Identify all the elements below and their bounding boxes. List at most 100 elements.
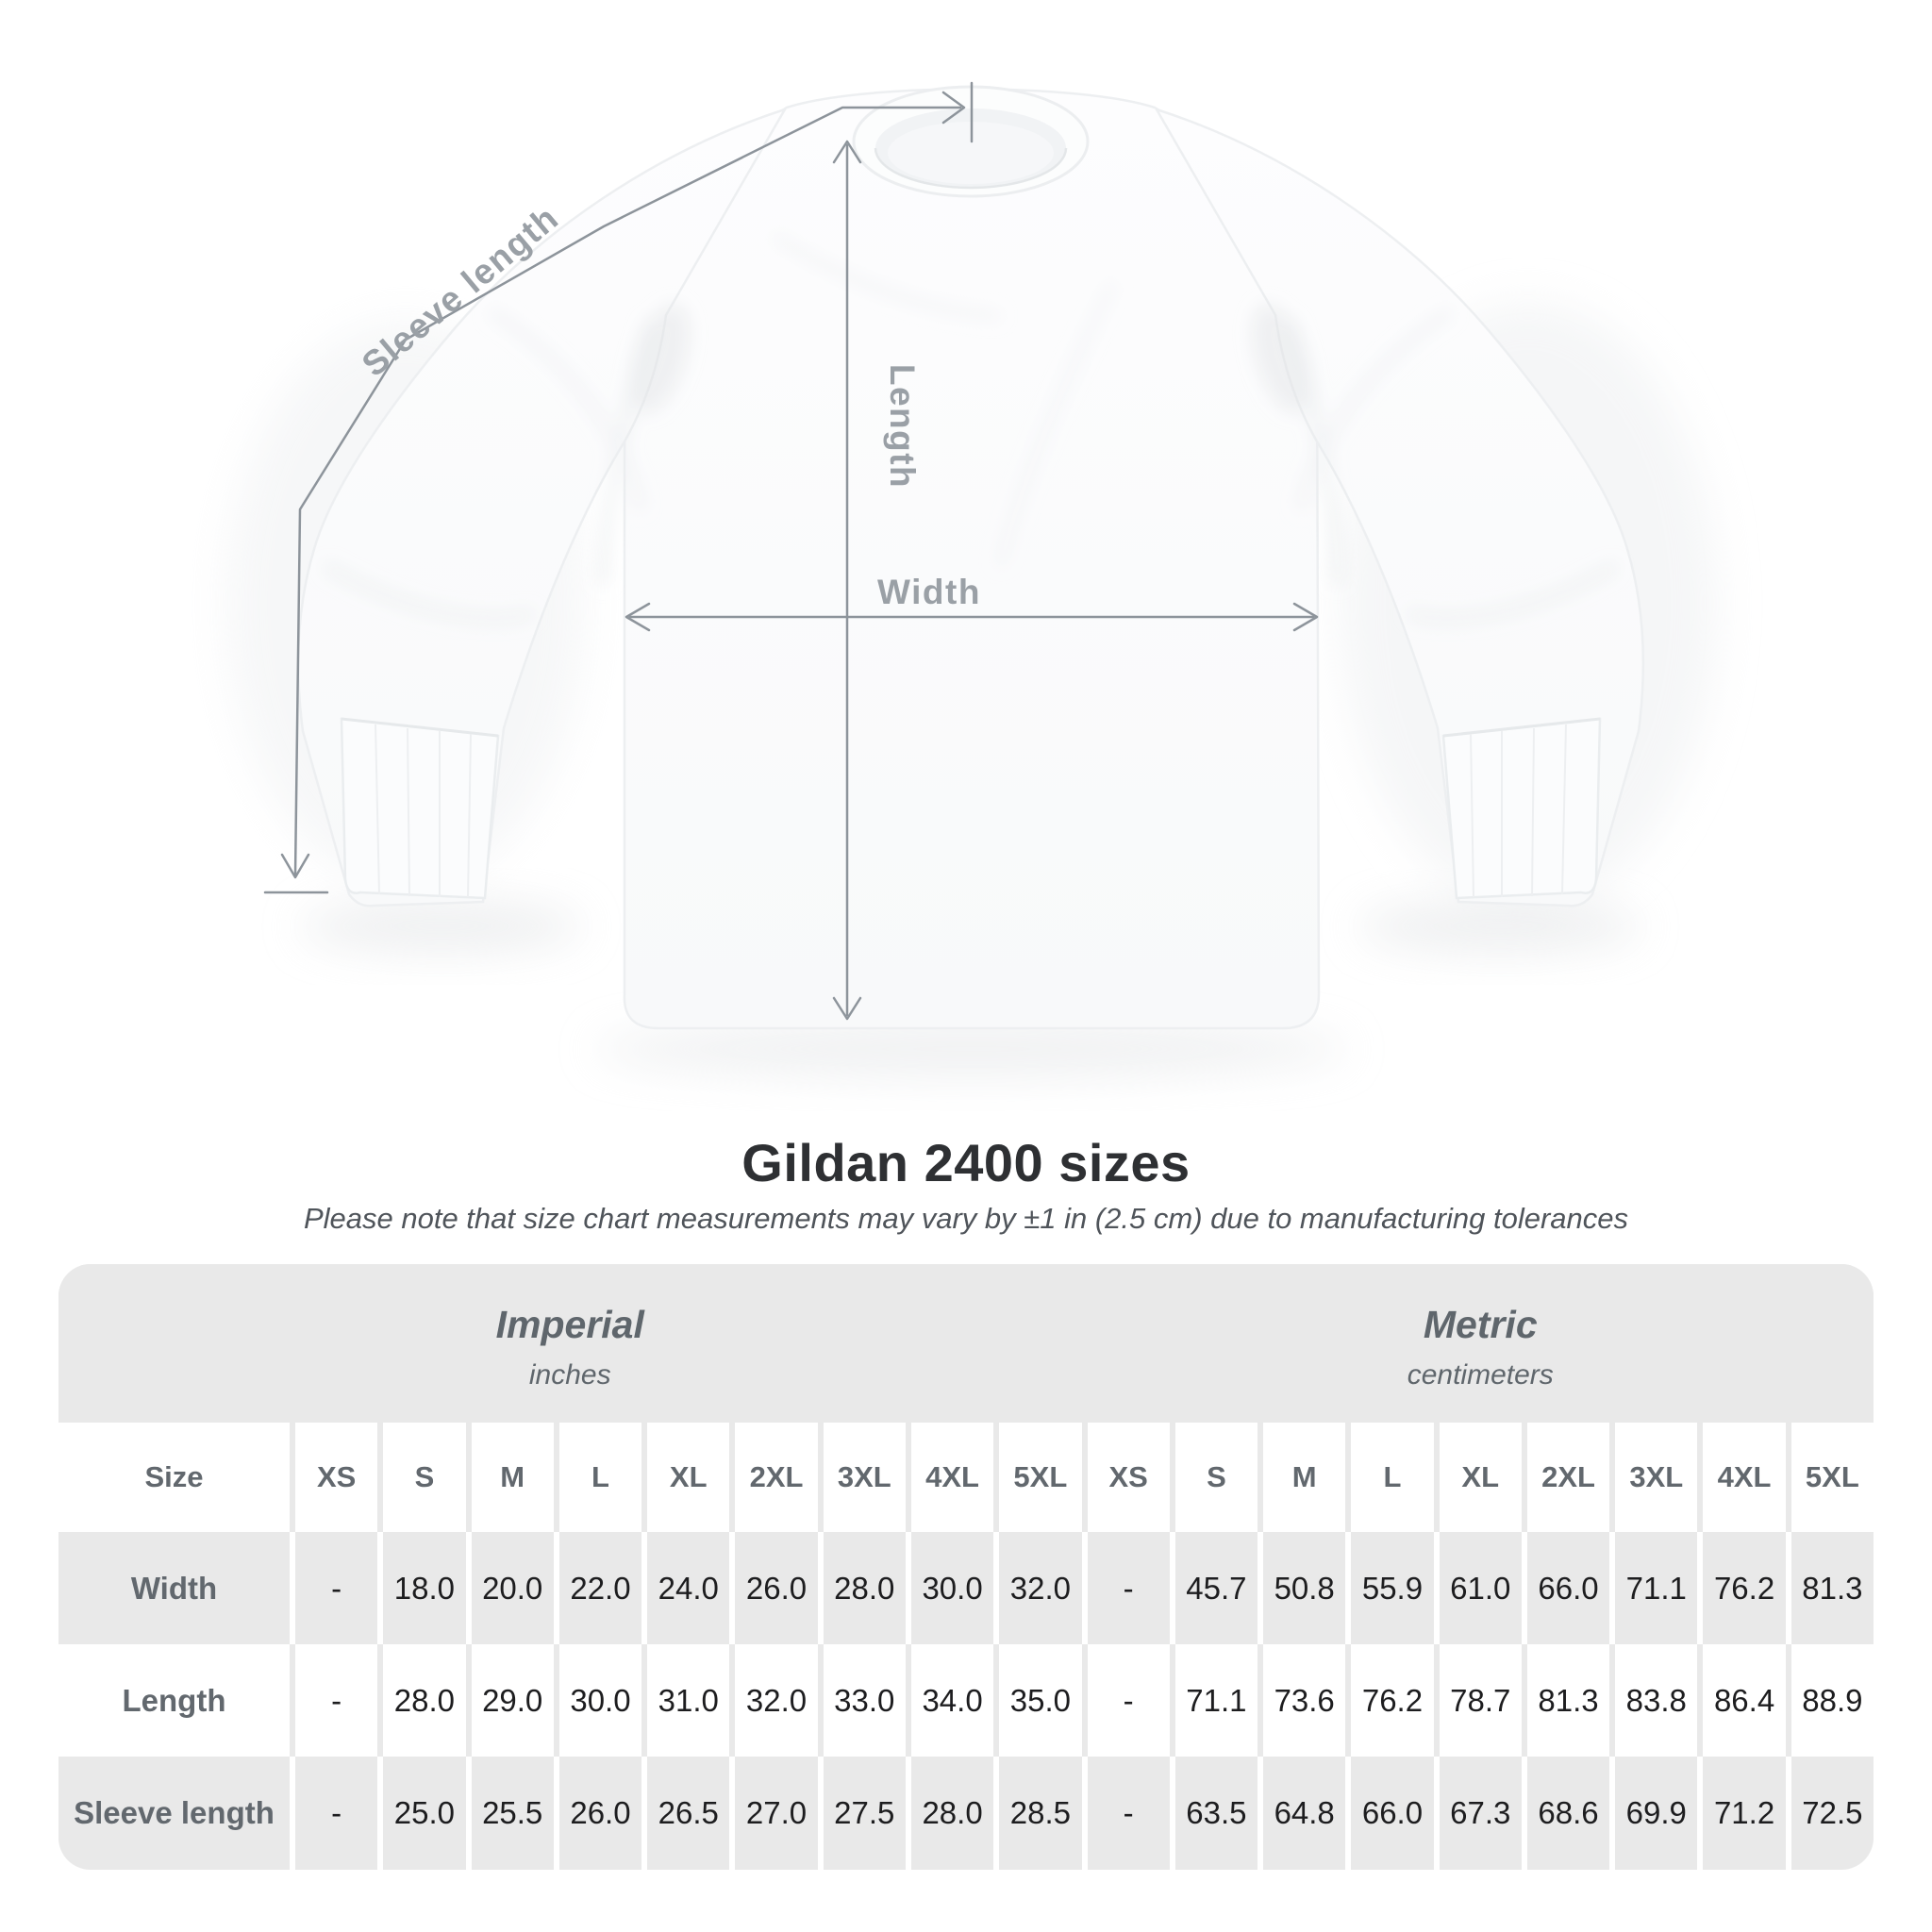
group-name-imperial: Imperial (495, 1303, 644, 1346)
table-row-sleeve-length: Sleeve length -25.0 25.5 26.0 26.5 27.0 27.5 28… (58, 1757, 1874, 1870)
column-header-imperial-xs: XS (295, 1423, 378, 1532)
value-metric-xs: - (1087, 1757, 1170, 1870)
value-imperial-xl: 26.5 (647, 1757, 730, 1870)
column-header-imperial-xl: XL (647, 1423, 730, 1532)
value-metric-s: 71.1 (1174, 1644, 1258, 1757)
value-metric-4xl: 86.4 (1703, 1644, 1786, 1757)
column-header-imperial-3xl: 3XL (823, 1423, 906, 1532)
value-imperial-xl: 31.0 (647, 1644, 730, 1757)
value-metric-l: 55.9 (1351, 1532, 1434, 1644)
value-imperial-5xl: 35.0 (999, 1644, 1082, 1757)
value-imperial-m: 25.5 (471, 1757, 554, 1870)
group-unit-imperial: inches (528, 1359, 611, 1391)
value-imperial-2xl: 32.0 (735, 1644, 818, 1757)
value-metric-4xl: 71.2 (1703, 1757, 1786, 1870)
shirt-fold-shading (323, 232, 1619, 624)
page-title: Gildan 2400 sizes (741, 1133, 1191, 1192)
value-imperial-l: 22.0 (558, 1532, 642, 1644)
value-metric-xl: 67.3 (1439, 1757, 1522, 1870)
row-label: Width (58, 1532, 290, 1644)
column-header-metric-xs: XS (1087, 1423, 1170, 1532)
value-imperial-2xl: 27.0 (735, 1757, 818, 1870)
width-right-arrowhead (1292, 602, 1319, 632)
length-label: Length (883, 364, 922, 489)
value-metric-2xl: 66.0 (1526, 1532, 1610, 1644)
group-name-metric: Metric (1423, 1303, 1538, 1346)
table-group-band: Imperial inches Metric centimeters (58, 1264, 1874, 1423)
column-header-imperial-l: L (558, 1423, 642, 1532)
unit-group-metric: Metric centimeters (1088, 1264, 1874, 1423)
unit-group-imperial: Imperial inches (58, 1264, 1082, 1423)
column-header-imperial-4xl: 4XL (910, 1423, 994, 1532)
column-header-metric-2xl: 2XL (1526, 1423, 1610, 1532)
value-metric-xl: 78.7 (1439, 1644, 1522, 1757)
shirt-left-cuff (340, 717, 500, 900)
column-header-metric-l: L (1351, 1423, 1434, 1532)
value-imperial-4xl: 30.0 (910, 1532, 994, 1644)
value-metric-m: 73.6 (1263, 1644, 1346, 1757)
value-imperial-4xl: 28.0 (910, 1757, 994, 1870)
column-header-size: Size (58, 1423, 290, 1532)
value-imperial-s: 25.0 (383, 1757, 466, 1870)
shirt-right-cuff (1441, 717, 1602, 900)
value-imperial-xs: - (295, 1644, 378, 1757)
column-header-metric-s: S (1174, 1423, 1258, 1532)
column-header-metric-4xl: 4XL (1703, 1423, 1786, 1532)
value-imperial-m: 29.0 (471, 1644, 554, 1757)
measurement-annotations (263, 81, 1319, 1021)
width-label: Width (877, 573, 981, 611)
column-header-imperial-5xl: 5XL (999, 1423, 1082, 1532)
value-imperial-5xl: 32.0 (999, 1532, 1082, 1644)
column-header-metric-xl: XL (1439, 1423, 1522, 1532)
value-imperial-xl: 24.0 (647, 1532, 730, 1644)
value-imperial-l: 26.0 (558, 1757, 642, 1870)
row-label: Length (58, 1644, 290, 1757)
value-metric-2xl: 81.3 (1526, 1644, 1610, 1757)
shirt-figure: Sleeve length Length Width (226, 81, 1717, 1077)
value-metric-m: 50.8 (1263, 1532, 1346, 1644)
sleeve-length-cuff-arrowhead (280, 853, 310, 879)
width-left-arrowhead (625, 602, 651, 632)
column-header-imperial-s: S (383, 1423, 466, 1532)
column-header-imperial-m: M (471, 1423, 554, 1532)
value-imperial-5xl: 28.5 (999, 1757, 1082, 1870)
value-imperial-4xl: 34.0 (910, 1644, 994, 1757)
table-body: Width -18.0 20.0 22.0 24.0 26.0 28.0 30.0 32.0-4… (58, 1532, 1874, 1870)
table-row-width: Width -18.0 20.0 22.0 24.0 26.0 28.0 30.0 32.0-4… (58, 1532, 1874, 1644)
column-header-metric-5xl: 5XL (1790, 1423, 1874, 1532)
value-metric-xl: 61.0 (1439, 1532, 1522, 1644)
value-metric-xs: - (1087, 1532, 1170, 1644)
length-bottom-arrowhead (832, 996, 862, 1021)
value-metric-3xl: 83.8 (1615, 1644, 1698, 1757)
column-header-imperial-2xl: 2XL (735, 1423, 818, 1532)
value-imperial-3xl: 27.5 (823, 1757, 906, 1870)
value-imperial-xs: - (295, 1532, 378, 1644)
sleeve-length-line (293, 106, 962, 877)
table-header-row: Size XS S M L XL 2XL 3XL 4XL 5XL XS S M L XL 2XL 3XL 4XL 5… (58, 1423, 1874, 1532)
value-metric-s: 63.5 (1174, 1757, 1258, 1870)
value-metric-s: 45.7 (1174, 1532, 1258, 1644)
table-row-length: Length -28.0 29.0 30.0 31.0 32.0 33.0 34.0 35.0-… (58, 1644, 1874, 1757)
value-imperial-l: 30.0 (558, 1644, 642, 1757)
size-chart-card: Imperial inches Metric centimeters Size X… (58, 1264, 1874, 1870)
value-imperial-3xl: 33.0 (823, 1644, 906, 1757)
value-imperial-xs: - (295, 1757, 378, 1870)
value-imperial-3xl: 28.0 (823, 1532, 906, 1644)
value-metric-2xl: 68.6 (1526, 1757, 1610, 1870)
value-imperial-s: 18.0 (383, 1532, 466, 1644)
group-unit-metric: centimeters (1407, 1359, 1554, 1391)
value-metric-m: 64.8 (1263, 1757, 1346, 1870)
column-header-metric-3xl: 3XL (1615, 1423, 1698, 1532)
length-top-arrowhead (832, 140, 862, 164)
value-metric-xs: - (1087, 1644, 1170, 1757)
sleeve-length-neck-arrowhead (941, 91, 966, 125)
value-imperial-m: 20.0 (471, 1532, 554, 1644)
value-metric-l: 66.0 (1351, 1757, 1434, 1870)
value-imperial-2xl: 26.0 (735, 1532, 818, 1644)
shirt-body (623, 88, 1321, 1030)
value-metric-5xl: 72.5 (1790, 1757, 1874, 1870)
value-metric-l: 76.2 (1351, 1644, 1434, 1757)
value-metric-4xl: 76.2 (1703, 1532, 1786, 1644)
value-imperial-s: 28.0 (383, 1644, 466, 1757)
